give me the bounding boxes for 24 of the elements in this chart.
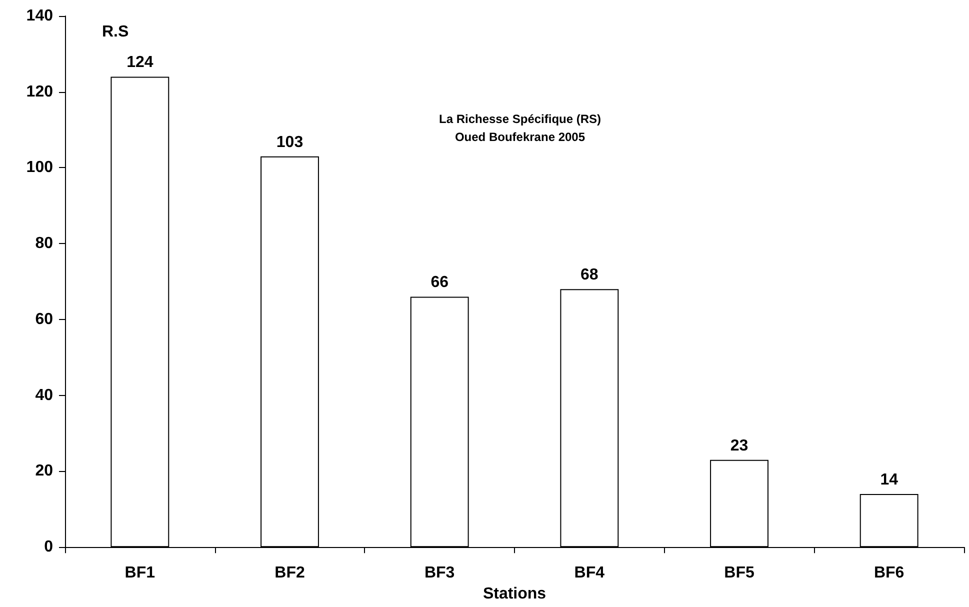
text: Oued Boufekrane 2005 bbox=[454, 130, 586, 144]
y-tick-label: 140 bbox=[26, 8, 54, 24]
y-tick-label: 20 bbox=[35, 462, 54, 480]
x-axis-title: Stations bbox=[482, 586, 546, 602]
y-tick-label: 120 bbox=[26, 83, 54, 100]
text: La Richesse Spécifique (RS) bbox=[438, 112, 602, 126]
y-tick-label: 0 bbox=[44, 538, 54, 556]
data-label: 124 bbox=[126, 54, 154, 72]
y-tick-label: 60 bbox=[35, 310, 54, 328]
data-label: 103 bbox=[276, 134, 304, 151]
x-tick-label: BF3 bbox=[424, 564, 455, 582]
y-tick-label: 40 bbox=[35, 386, 54, 404]
data-label: 14 bbox=[880, 471, 898, 488]
data-label: 23 bbox=[730, 437, 748, 454]
data-label: 66 bbox=[430, 274, 449, 292]
y-axis-title: R.S bbox=[102, 24, 129, 40]
x-tick-label: BF1 bbox=[124, 564, 156, 582]
data-label: 68 bbox=[580, 266, 598, 284]
y-tick-label: 100 bbox=[26, 159, 54, 176]
x-tick-label: BF6 bbox=[874, 564, 904, 582]
x-tick-label: BF2 bbox=[274, 564, 305, 582]
x-tick-label: BF5 bbox=[724, 564, 754, 582]
y-tick-label: 80 bbox=[35, 235, 54, 252]
x-tick-label: BF4 bbox=[574, 564, 605, 582]
